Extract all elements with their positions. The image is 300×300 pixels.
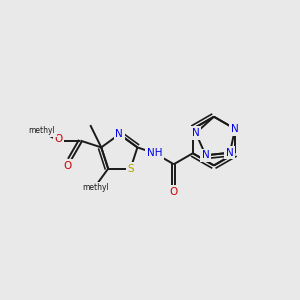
Text: S: S (127, 164, 134, 174)
Text: N: N (116, 129, 123, 139)
Text: methyl: methyl (28, 126, 56, 135)
Text: N: N (202, 150, 210, 160)
Text: O: O (170, 187, 178, 196)
Text: N: N (226, 148, 234, 158)
Text: O: O (64, 160, 72, 171)
Text: O: O (54, 134, 63, 144)
Text: N: N (192, 128, 200, 138)
Text: methyl: methyl (82, 183, 109, 192)
Text: N: N (231, 124, 239, 134)
Text: NH: NH (147, 148, 163, 158)
